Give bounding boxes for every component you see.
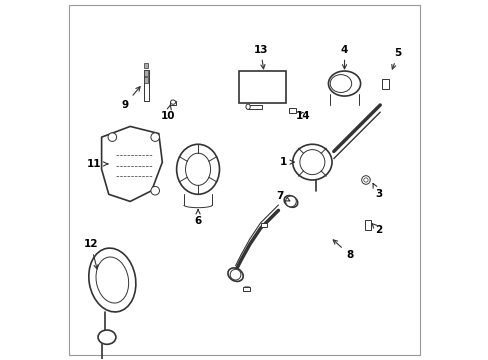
Text: 9: 9 — [121, 87, 140, 110]
Ellipse shape — [89, 248, 136, 312]
Circle shape — [361, 176, 369, 184]
Text: 13: 13 — [253, 45, 267, 69]
Bar — [261, 222, 267, 227]
Ellipse shape — [227, 268, 243, 282]
Text: 6: 6 — [194, 210, 201, 226]
Ellipse shape — [292, 144, 331, 180]
Ellipse shape — [96, 257, 128, 303]
Text: 4: 4 — [340, 45, 347, 69]
Bar — [144, 77, 148, 83]
Ellipse shape — [329, 75, 351, 93]
Circle shape — [285, 196, 296, 207]
Ellipse shape — [98, 330, 116, 344]
Bar — [143, 70, 149, 100]
Polygon shape — [102, 126, 162, 202]
Text: 10: 10 — [160, 105, 175, 121]
Circle shape — [230, 269, 241, 280]
Ellipse shape — [185, 153, 210, 185]
Bar — [247, 105, 262, 109]
Bar — [169, 101, 176, 105]
Text: 11: 11 — [87, 159, 107, 169]
Bar — [364, 220, 370, 230]
Text: 7: 7 — [276, 191, 289, 201]
Text: 12: 12 — [83, 239, 98, 269]
Bar — [382, 78, 388, 89]
Bar — [288, 108, 296, 113]
Ellipse shape — [245, 104, 250, 109]
Bar — [144, 70, 148, 76]
Bar — [144, 63, 148, 68]
Ellipse shape — [284, 195, 297, 207]
Text: 8: 8 — [332, 240, 353, 260]
Ellipse shape — [299, 150, 324, 175]
Circle shape — [151, 133, 159, 141]
Ellipse shape — [170, 100, 175, 104]
Text: 5: 5 — [391, 48, 401, 69]
Ellipse shape — [176, 144, 219, 194]
Circle shape — [151, 186, 159, 195]
Ellipse shape — [328, 71, 360, 96]
Text: 14: 14 — [296, 111, 310, 121]
Circle shape — [108, 133, 116, 141]
Text: 2: 2 — [371, 224, 381, 235]
Text: 3: 3 — [372, 184, 381, 199]
Circle shape — [363, 178, 367, 182]
Bar — [243, 287, 249, 291]
Text: 1: 1 — [280, 157, 293, 167]
Bar — [239, 71, 285, 103]
